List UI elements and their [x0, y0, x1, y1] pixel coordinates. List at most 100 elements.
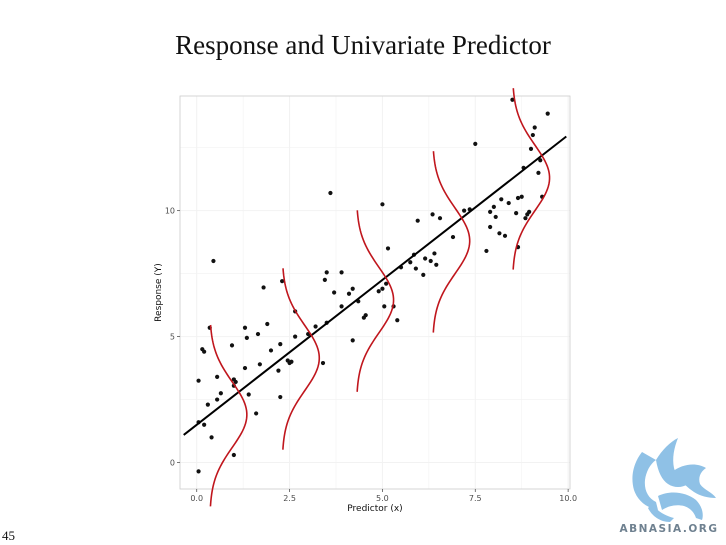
- data-point: [255, 331, 261, 337]
- data-point: [462, 208, 467, 213]
- data-point: [395, 318, 400, 323]
- y-axis-label: Response (Y): [154, 263, 164, 322]
- data-point: [332, 290, 337, 295]
- data-point: [528, 146, 534, 152]
- data-point: [254, 411, 259, 416]
- data-point: [506, 200, 511, 206]
- data-point: [413, 266, 418, 271]
- data-point: [497, 231, 502, 236]
- data-point: [215, 397, 220, 402]
- data-point: [320, 360, 326, 366]
- x-tick-label: 5.0: [376, 494, 389, 503]
- data-point: [519, 194, 524, 199]
- data-point: [231, 452, 236, 458]
- data-point: [196, 469, 201, 474]
- density-curve: [356, 210, 395, 392]
- data-point: [423, 256, 428, 261]
- data-point: [242, 325, 248, 330]
- data-point: [434, 262, 439, 267]
- data-point: [257, 362, 262, 367]
- data-point: [488, 209, 493, 214]
- data-point: [229, 343, 235, 348]
- slide-title: Response and Univariate Predictor: [175, 30, 551, 60]
- data-point: [502, 233, 508, 238]
- data-point: [530, 132, 535, 138]
- data-point: [289, 359, 294, 364]
- data-point: [268, 348, 274, 353]
- data-point: [527, 209, 532, 214]
- data-point: [484, 248, 489, 254]
- data-point: [415, 218, 420, 223]
- data-point: [205, 402, 210, 407]
- data-point: [532, 125, 537, 130]
- x-tick-label: 10.0: [559, 494, 577, 503]
- data-point: [538, 158, 543, 163]
- data-point: [278, 394, 283, 400]
- data-point: [536, 170, 541, 175]
- data-point: [211, 258, 216, 264]
- data-point: [514, 211, 519, 216]
- data-point: [382, 304, 387, 309]
- data-point: [350, 286, 355, 291]
- data-point: [246, 392, 251, 397]
- density-curve: [282, 268, 321, 450]
- data-point: [380, 286, 385, 291]
- x-tick-label: 0.0: [190, 494, 203, 503]
- data-point: [523, 216, 528, 221]
- data-point: [313, 324, 318, 329]
- data-point: [339, 304, 344, 309]
- data-point: [473, 141, 478, 146]
- data-point: [244, 335, 249, 340]
- data-point: [488, 224, 493, 230]
- data-point: [242, 365, 248, 371]
- regression-line: [183, 135, 567, 436]
- data-point: [339, 270, 344, 275]
- data-point: [385, 246, 391, 251]
- data-point: [428, 258, 433, 264]
- watermark-text: ABNASIA.ORG: [620, 523, 719, 535]
- data-point: [430, 212, 435, 217]
- data-point: [515, 195, 521, 201]
- data-point: [510, 97, 515, 102]
- density-curve: [512, 88, 551, 270]
- data-point: [384, 281, 389, 286]
- data-point: [545, 111, 550, 116]
- y-tick-label: 5: [170, 333, 175, 342]
- data-point: [421, 272, 426, 277]
- grid-lines: [180, 96, 570, 489]
- plot-frame: [179, 95, 571, 490]
- density-curve: [432, 151, 471, 333]
- x-tick-label: 7.5: [469, 494, 482, 503]
- data-point: [491, 204, 496, 209]
- axis-ticks: 0.0 2.5 5.0 7.5 10.0 0 5 10: [165, 207, 577, 503]
- data-point: [280, 279, 285, 284]
- density-curve: [209, 324, 248, 507]
- data-point: [450, 234, 456, 240]
- data-point: [233, 379, 238, 385]
- data-point: [324, 270, 329, 275]
- data-point: [322, 277, 327, 283]
- data-point: [376, 289, 381, 294]
- data-point: [408, 260, 413, 265]
- data-point: [215, 374, 220, 379]
- data-point: [328, 190, 333, 196]
- data-point: [261, 285, 266, 290]
- data-point: [196, 378, 201, 383]
- y-tick-label: 0: [170, 459, 175, 468]
- data-point: [380, 202, 385, 207]
- page-number: 45: [2, 528, 15, 543]
- data-point: [493, 214, 498, 220]
- density-curves: [209, 88, 551, 507]
- data-point: [278, 342, 283, 347]
- y-tick-label: 10: [165, 207, 175, 216]
- data-point: [202, 349, 207, 354]
- x-axis-label: Predictor (x): [347, 504, 402, 514]
- watermark-logo: ABNASIA.ORG: [620, 438, 719, 535]
- data-point: [276, 368, 281, 373]
- data-points: [196, 97, 550, 474]
- data-point: [346, 291, 352, 296]
- winged-lion-logo-icon: [632, 438, 716, 522]
- data-point: [218, 391, 223, 396]
- data-point: [432, 251, 437, 256]
- data-point: [202, 422, 207, 427]
